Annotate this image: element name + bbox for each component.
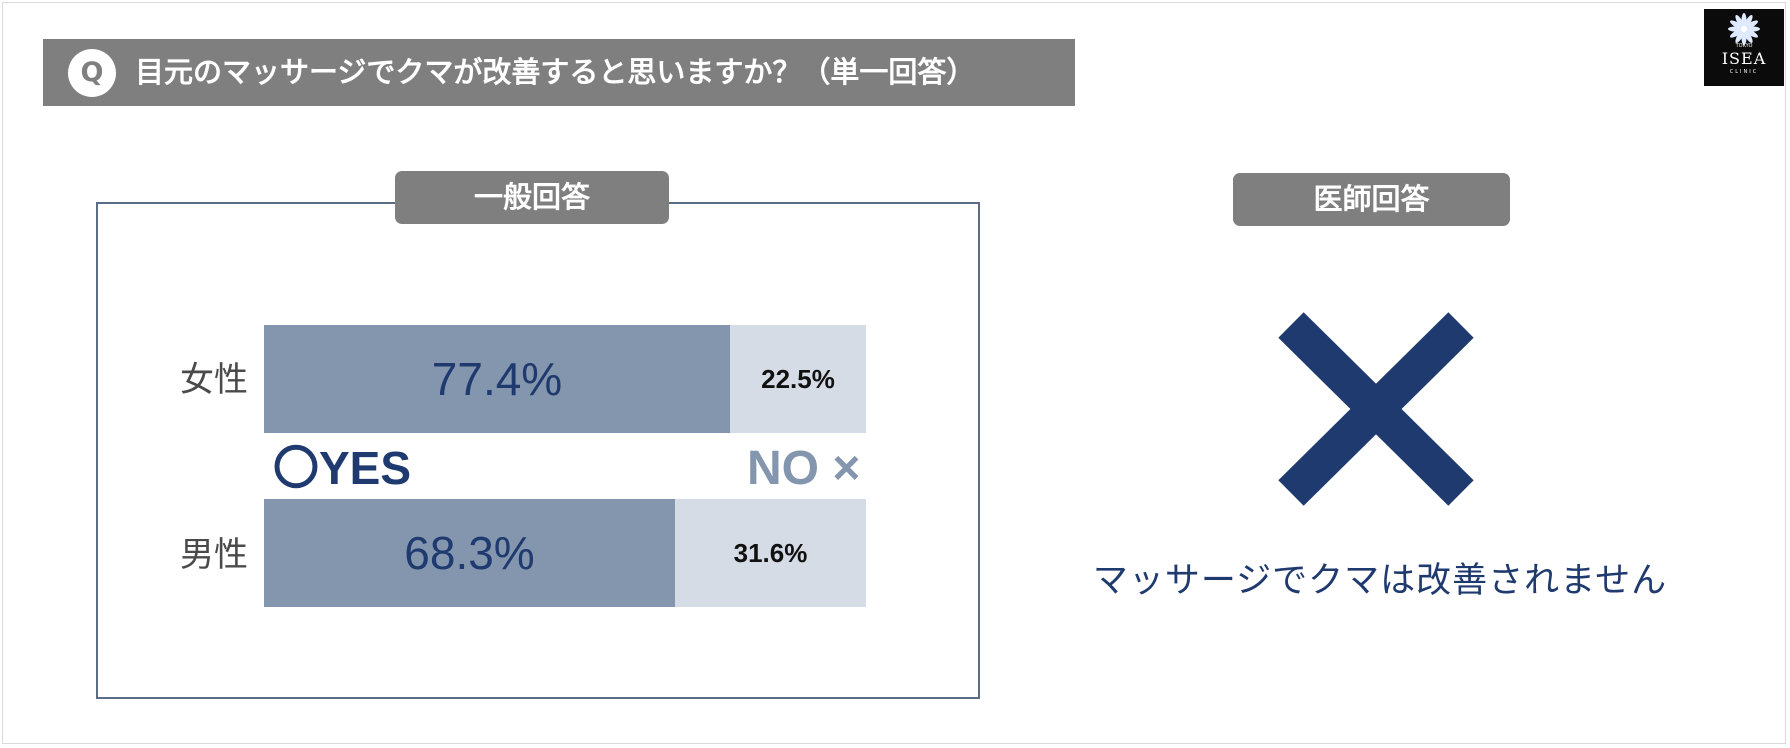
- general-answer-title: 一般回答: [395, 171, 669, 224]
- bar-female: 77.4% 22.5%: [264, 325, 866, 433]
- clinic-logo: TOKYO ISEA CLINIC: [1704, 9, 1784, 86]
- question-banner: Q 目元のマッサージでクマが改善すると思いますか？（単一回答）: [43, 39, 1075, 106]
- logo-main-text: ISEA: [1722, 49, 1767, 68]
- legend-no: NO ×: [747, 442, 861, 495]
- flower-icon: [1728, 13, 1760, 45]
- cross-mark-icon: [1276, 310, 1476, 508]
- logo-bottom-text: CLINIC: [1730, 69, 1758, 75]
- legend-yes: 〇YES: [273, 442, 412, 494]
- logo-top-text: TOKYO: [1735, 43, 1753, 49]
- bar-no-female: [730, 325, 866, 433]
- question-badge-letter: Q: [80, 57, 104, 88]
- category-label-male: 男性: [180, 535, 248, 575]
- doctor-answer-title: 医師回答: [1233, 173, 1510, 226]
- question-text: 目元のマッサージでクマが改善すると思いますか？（単一回答）: [135, 55, 976, 89]
- label-yes-female: 77.4%: [431, 353, 563, 405]
- bar-no-male: [675, 499, 866, 607]
- bar-yes-female: [264, 325, 730, 433]
- question-badge: Q: [68, 49, 116, 97]
- label-no-female: 22.5%: [761, 364, 835, 394]
- label-no-male: 31.6%: [733, 538, 808, 568]
- bar-yes-male: [264, 499, 675, 607]
- doctor-answer-text: マッサージでクマは改善されません: [1092, 561, 1668, 601]
- bar-male: 68.3% 31.6%: [264, 499, 866, 607]
- label-yes-male: 68.3%: [404, 527, 535, 579]
- category-label-female: 女性: [180, 360, 248, 400]
